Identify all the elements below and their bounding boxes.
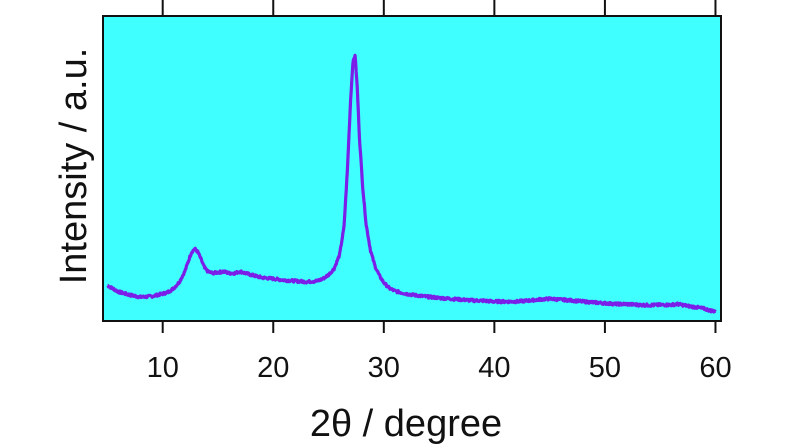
plot-background [103,16,721,321]
series-line [106,53,717,314]
x-axis-label: 2θ / degree [310,403,502,445]
x-tick-label-30: 30 [368,352,400,384]
plot-frame [102,15,722,322]
x-tick-labels: 10 20 30 40 50 60 [147,352,732,384]
x-tick-label-60: 60 [699,352,731,384]
x-tick-label-10: 10 [147,352,179,384]
bottom-tick-marks [161,321,717,333]
top-tick-marks [161,0,717,16]
x-tick-label-40: 40 [478,352,510,384]
y-axis-label: Intensity / a.u. [53,48,95,285]
x-tick-label-50: 50 [589,352,621,384]
x-tick-label-20: 20 [257,352,289,384]
